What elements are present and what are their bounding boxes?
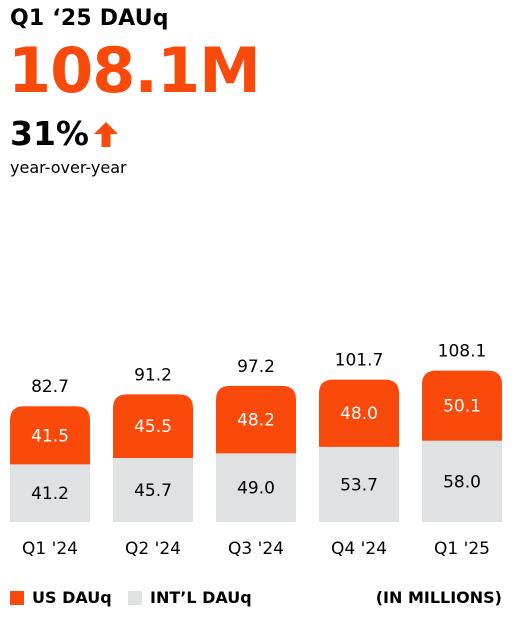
legend-item-us: US DAUq: [10, 588, 112, 607]
category-tick-label: Q1 '25: [434, 539, 490, 559]
legend-label-us: US DAUq: [32, 588, 112, 607]
category-tick-label: Q3 '24: [228, 539, 284, 559]
bar-us-segment: [216, 385, 296, 454]
us-value-label: 45.5: [134, 417, 172, 437]
legend-label-intl: INT’L DAUq: [150, 588, 252, 607]
bar-intl-segment: [216, 453, 296, 522]
bar-us-segment: [10, 406, 90, 465]
arrow-up-icon: [94, 121, 118, 147]
us-value-label: 50.1: [443, 397, 481, 417]
bar-intl-segment: [422, 440, 502, 522]
bar-intl-segment: [113, 458, 193, 522]
total-value-label: 91.2: [134, 365, 172, 385]
units-label: (IN MILLIONS): [375, 588, 502, 607]
legend-item-intl: INT’L DAUq: [128, 588, 252, 607]
intl-value-label: 41.2: [31, 484, 69, 504]
legend: US DAUq INT’L DAUq (IN MILLIONS): [0, 588, 514, 610]
growth-value: 31%: [10, 114, 89, 153]
headline-value: 108.1M: [8, 34, 261, 107]
legend-swatch-intl: [128, 590, 142, 605]
growth-figure: 31%: [10, 117, 121, 150]
total-value-label: 101.7: [335, 351, 384, 371]
total-value-label: 108.1: [438, 342, 487, 362]
intl-value-label: 49.0: [237, 479, 275, 499]
us-value-label: 41.5: [31, 426, 69, 446]
growth-label: year-over-year: [10, 158, 127, 177]
total-value-label: 82.7: [31, 377, 69, 397]
stacked-bar-chart: 41.2 41.5 82.7 Q1 '24 45.7 45.5 91.2 Q2 '24 49.0…: [10, 342, 502, 559]
chart-title: Q1 ‘25 DAUq: [10, 6, 169, 31]
category-tick-label: Q4 '24: [331, 539, 387, 559]
intl-value-label: 58.0: [443, 472, 481, 492]
us-value-label: 48.0: [340, 404, 378, 424]
intl-value-label: 53.7: [340, 475, 378, 495]
bar-us-segment: [113, 394, 193, 459]
intl-value-label: 45.7: [134, 481, 172, 501]
bar-intl-segment: [319, 446, 399, 522]
category-tick-label: Q1 '24: [22, 539, 78, 559]
bar-us-segment: [319, 379, 399, 447]
bar-us-segment: [422, 370, 502, 441]
total-value-label: 97.2: [237, 357, 275, 377]
bar-intl-segment: [10, 464, 90, 522]
us-value-label: 48.2: [237, 411, 275, 431]
category-tick-label: Q2 '24: [125, 539, 181, 559]
legend-swatch-us: [10, 590, 24, 605]
